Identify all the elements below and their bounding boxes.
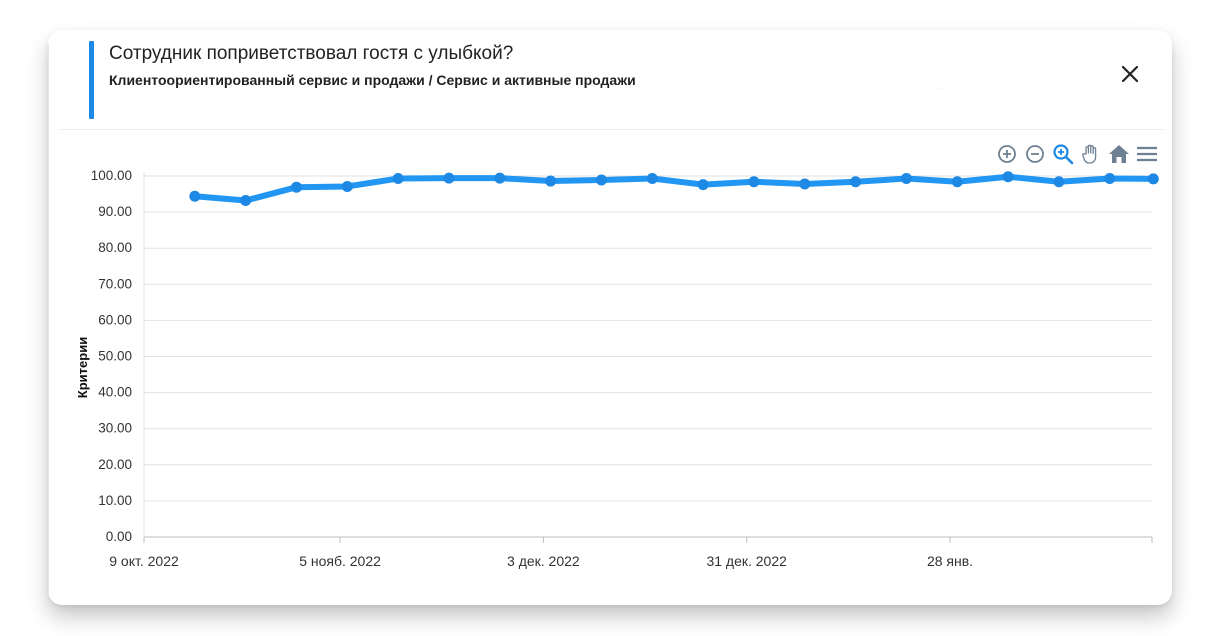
data-point: [189, 190, 201, 202]
data-point: [290, 181, 302, 193]
y-tick-label: 30.00: [98, 421, 132, 436]
header-divider: [60, 129, 1164, 130]
data-point: [1053, 176, 1065, 188]
data-point: [341, 180, 353, 192]
y-tick-label: 90.00: [98, 204, 132, 219]
data-point: [900, 173, 912, 185]
data-point: [850, 176, 862, 188]
chart-title: Сотрудник поприветствовал гостя с улыбко…: [109, 43, 514, 64]
card-edge: [48, 44, 49, 604]
zoom-in-icon: [998, 145, 1016, 163]
y-tick-label: 40.00: [98, 385, 132, 400]
close-icon: [1121, 65, 1139, 83]
y-tick-label: 10.00: [98, 493, 132, 508]
data-point: [240, 195, 252, 207]
y-tick-label: 70.00: [98, 276, 132, 291]
hand-icon: [1082, 144, 1097, 164]
x-tick-label: 9 окт. 2022: [109, 553, 179, 569]
data-point: [951, 176, 963, 188]
menu-button[interactable]: [1136, 143, 1158, 165]
data-point: [443, 172, 455, 184]
y-tick-label: 20.00: [98, 457, 132, 472]
accent-bar: [89, 41, 94, 119]
data-point: [1002, 171, 1014, 183]
pan-button[interactable]: [1080, 143, 1102, 165]
y-tick-label: 100.00: [91, 168, 132, 183]
series-line: [191, 173, 1157, 204]
data-point: [1147, 173, 1159, 185]
data-point: [494, 172, 506, 184]
data-point: [392, 173, 404, 185]
x-tick-label: 3 дек. 2022: [507, 553, 580, 569]
hamburger-menu-icon: [1137, 146, 1157, 162]
data-point: [545, 175, 557, 187]
y-tick-label: 80.00: [98, 240, 132, 255]
data-point: [697, 179, 709, 191]
data-point: [646, 173, 658, 185]
x-tick-label: 28 янв.: [927, 553, 973, 569]
zoom-out-button[interactable]: [1024, 143, 1046, 165]
data-point: [1104, 173, 1116, 185]
x-tick-label: 5 нояб. 2022: [299, 553, 381, 569]
y-tick-label: 60.00: [98, 312, 132, 327]
x-tick-label: 31 дек. 2022: [706, 553, 787, 569]
line-chart: 0.00 10.00 20.00 30.00 40.00 50.00 60.00 70.00 8…: [91, 168, 1159, 569]
data-point: [595, 174, 607, 186]
chart-toolbar: [996, 143, 1158, 165]
y-tick-label: 50.00: [98, 349, 132, 364]
y-tick-label: 0.00: [106, 529, 132, 544]
zoom-select-button[interactable]: [1052, 143, 1074, 165]
magnifier-icon: [1053, 144, 1074, 165]
zoom-out-icon: [1026, 145, 1044, 163]
chart-card: Сотрудник поприветствовал гостя с улыбко…: [48, 30, 1172, 605]
close-button[interactable]: [1116, 60, 1144, 88]
reset-zoom-button[interactable]: [1108, 143, 1130, 165]
data-point: [748, 176, 760, 188]
chart-subtitle: Клиентоориентированный сервис и продажи …: [109, 72, 636, 88]
home-icon: [1109, 145, 1129, 163]
data-point: [799, 178, 811, 190]
zoom-in-button[interactable]: [996, 143, 1018, 165]
